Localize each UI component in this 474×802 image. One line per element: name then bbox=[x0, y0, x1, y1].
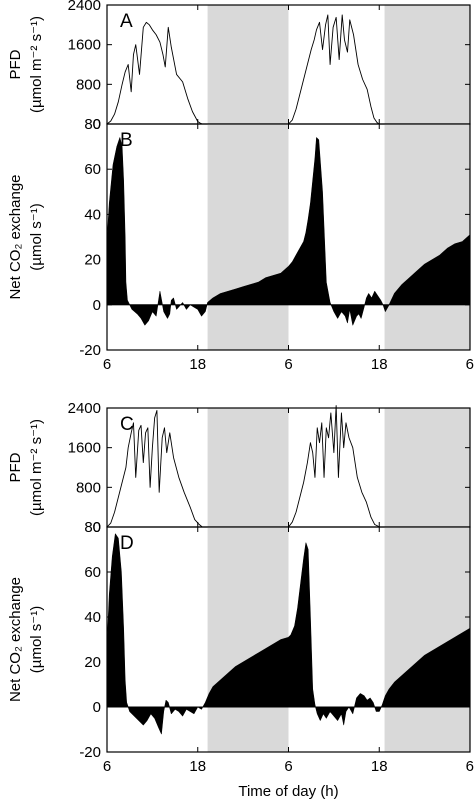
dark-period-shading bbox=[207, 124, 470, 350]
dark-period-band bbox=[207, 527, 289, 752]
y-tick-label: 20 bbox=[84, 252, 101, 269]
x-axis-ticks: 6 18 6 18 6 bbox=[103, 758, 474, 775]
dark-period-band bbox=[384, 408, 470, 527]
y-axis-unit-label: (µmol s⁻¹) bbox=[28, 203, 45, 270]
x-tick-label: 6 bbox=[284, 758, 292, 775]
y-tick-label: 60 bbox=[84, 564, 101, 581]
dark-period-band bbox=[384, 5, 470, 124]
dark-period-band bbox=[384, 124, 470, 350]
y-axis-ticks: -20 0 20 40 60 80 bbox=[79, 116, 471, 359]
panel-letter-a: A bbox=[120, 11, 133, 32]
panel-c: 0 800 1600 2400 C PFD (µmol m⁻² s⁻¹) bbox=[7, 400, 471, 536]
x-tick-label: 6 bbox=[284, 356, 292, 373]
panel-letter-c: C bbox=[120, 414, 134, 435]
y-axis-label: Net CO₂ exchange bbox=[7, 577, 24, 702]
y-tick-label: 80 bbox=[84, 519, 101, 536]
y-axis-ticks: -20 0 20 40 60 80 bbox=[79, 519, 471, 761]
y-axis-unit-label: (µmol m⁻² s⁻¹) bbox=[28, 419, 45, 516]
y-tick-label: 0 bbox=[93, 116, 101, 133]
y-axis-label: PFD bbox=[7, 49, 24, 79]
y-tick-label: 1600 bbox=[68, 37, 101, 54]
y-tick-label: 0 bbox=[93, 699, 101, 716]
dark-period-shading bbox=[207, 5, 470, 124]
dark-period-band bbox=[207, 5, 289, 124]
y-axis-unit-label: (µmol m⁻² s⁻¹) bbox=[28, 16, 45, 113]
dark-period-band bbox=[207, 124, 289, 350]
y-tick-label: 60 bbox=[84, 161, 101, 178]
co2-exchange-series bbox=[106, 533, 471, 735]
dark-period-band bbox=[207, 408, 289, 527]
x-axis-ticks: 6 18 6 18 6 bbox=[103, 356, 474, 373]
x-tick-label: 6 bbox=[466, 356, 474, 373]
x-tick-label: 18 bbox=[189, 356, 206, 373]
dark-period-shading bbox=[207, 408, 470, 527]
y-tick-label: 800 bbox=[76, 479, 101, 496]
y-tick-label: -20 bbox=[79, 744, 101, 761]
y-tick-label: 2400 bbox=[68, 0, 101, 14]
panel-a: 0 800 1600 2400 A PFD (µmol m⁻² s⁻¹) bbox=[7, 0, 471, 133]
x-tick-label: 18 bbox=[371, 356, 388, 373]
y-axis-label: PFD bbox=[7, 452, 24, 482]
y-tick-label: 40 bbox=[84, 206, 101, 223]
y-tick-label: 800 bbox=[76, 76, 101, 93]
panel-letter-b: B bbox=[120, 130, 133, 151]
y-axis-label: Net CO₂ exchange bbox=[7, 174, 24, 299]
x-tick-label: 18 bbox=[189, 758, 206, 775]
y-axis-ticks: 0 800 1600 2400 bbox=[68, 400, 471, 536]
dark-period-shading bbox=[207, 527, 470, 752]
x-tick-label: 18 bbox=[371, 758, 388, 775]
y-tick-label: 0 bbox=[93, 297, 101, 314]
co2-exchange-area bbox=[106, 533, 471, 735]
y-axis-unit-label: (µmol s⁻¹) bbox=[28, 606, 45, 673]
x-axis-label: Time of day (h) bbox=[238, 783, 338, 800]
y-tick-label: 80 bbox=[84, 116, 101, 133]
y-tick-label: 1600 bbox=[68, 440, 101, 457]
x-tick-label: 6 bbox=[103, 356, 111, 373]
x-tick-label: 6 bbox=[466, 758, 474, 775]
y-tick-label: 0 bbox=[93, 519, 101, 536]
y-axis-ticks: 0 800 1600 2400 bbox=[68, 0, 471, 133]
co2-exchange-series bbox=[106, 137, 471, 326]
panel-letter-d: D bbox=[120, 533, 134, 554]
x-tick-label: 6 bbox=[103, 758, 111, 775]
y-tick-label: 40 bbox=[84, 609, 101, 626]
y-tick-label: 20 bbox=[84, 654, 101, 671]
y-tick-label: -20 bbox=[79, 342, 101, 359]
y-tick-label: 2400 bbox=[68, 400, 101, 417]
